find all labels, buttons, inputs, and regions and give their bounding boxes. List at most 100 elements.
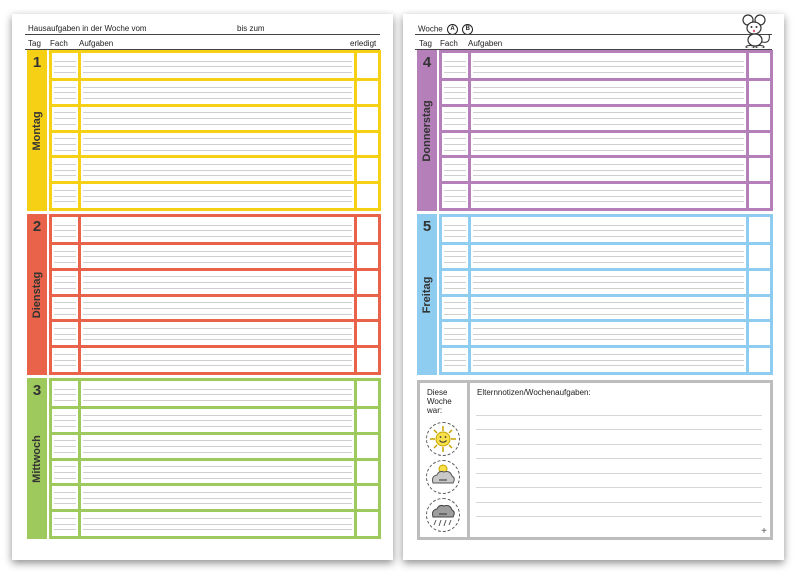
header-rule — [25, 34, 380, 35]
subject-cell[interactable] — [442, 271, 468, 294]
writing-line — [54, 169, 76, 171]
done-checkbox[interactable] — [749, 158, 770, 181]
task-cell[interactable] — [471, 271, 746, 294]
task-cell[interactable] — [471, 133, 746, 156]
done-checkbox[interactable] — [357, 461, 378, 484]
done-checkbox[interactable] — [749, 184, 770, 207]
done-checkbox[interactable] — [357, 81, 378, 104]
subject-cell[interactable] — [52, 81, 78, 104]
done-checkbox[interactable] — [749, 271, 770, 294]
done-checkbox[interactable] — [357, 322, 378, 345]
subject-cell[interactable] — [442, 184, 468, 207]
subject-cell[interactable] — [442, 219, 468, 242]
done-checkbox[interactable] — [357, 486, 378, 509]
task-cell[interactable] — [81, 435, 354, 458]
done-checkbox[interactable] — [357, 435, 378, 458]
subject-cell[interactable] — [52, 271, 78, 294]
done-checkbox[interactable] — [749, 297, 770, 320]
subject-cell[interactable] — [442, 81, 468, 104]
done-checkbox[interactable] — [749, 219, 770, 242]
task-cell[interactable] — [81, 348, 354, 371]
done-checkbox[interactable] — [357, 133, 378, 156]
done-checkbox[interactable] — [357, 383, 378, 406]
task-cell[interactable] — [81, 409, 354, 432]
task-cell[interactable] — [471, 219, 746, 242]
subject-cell[interactable] — [52, 322, 78, 345]
subject-cell[interactable] — [52, 158, 78, 181]
task-cell[interactable] — [81, 271, 354, 294]
done-checkbox[interactable] — [749, 245, 770, 268]
done-checkbox[interactable] — [749, 133, 770, 156]
subject-cell[interactable] — [52, 184, 78, 207]
task-cell[interactable] — [81, 486, 354, 509]
subject-cell[interactable] — [52, 133, 78, 156]
subject-cell[interactable] — [52, 383, 78, 406]
subject-cell[interactable] — [442, 107, 468, 130]
done-checkbox[interactable] — [749, 55, 770, 78]
mood-stormy-option[interactable] — [426, 498, 460, 532]
task-cell[interactable] — [81, 383, 354, 406]
column-day: Tag — [28, 39, 41, 48]
task-cell[interactable] — [471, 158, 746, 181]
done-checkbox[interactable] — [357, 348, 378, 371]
done-checkbox[interactable] — [357, 184, 378, 207]
task-cell[interactable] — [471, 297, 746, 320]
done-checkbox[interactable] — [749, 107, 770, 130]
subject-cell[interactable] — [52, 348, 78, 371]
subject-cell[interactable] — [52, 219, 78, 242]
done-checkbox[interactable] — [357, 512, 378, 535]
task-cell[interactable] — [81, 219, 354, 242]
subject-cell[interactable] — [442, 158, 468, 181]
task-cell[interactable] — [81, 297, 354, 320]
subject-cell[interactable] — [442, 55, 468, 78]
subject-cell[interactable] — [52, 245, 78, 268]
writing-line — [54, 175, 76, 177]
task-cell[interactable] — [81, 322, 354, 345]
task-cell[interactable] — [81, 55, 354, 78]
task-cell[interactable] — [81, 158, 354, 181]
done-checkbox[interactable] — [357, 271, 378, 294]
task-cell[interactable] — [471, 245, 746, 268]
task-cell[interactable] — [471, 55, 746, 78]
done-checkbox[interactable] — [357, 297, 378, 320]
subject-cell[interactable] — [52, 435, 78, 458]
task-cell[interactable] — [81, 133, 354, 156]
done-checkbox[interactable] — [749, 322, 770, 345]
parent-notes-area[interactable] — [476, 400, 762, 531]
subject-cell[interactable] — [442, 348, 468, 371]
task-cell[interactable] — [471, 107, 746, 130]
done-checkbox[interactable] — [357, 245, 378, 268]
subject-cell[interactable] — [52, 107, 78, 130]
task-cell[interactable] — [81, 107, 354, 130]
done-checkbox[interactable] — [749, 81, 770, 104]
task-cell[interactable] — [471, 81, 746, 104]
task-cell[interactable] — [81, 245, 354, 268]
subject-cell[interactable] — [52, 297, 78, 320]
task-cell[interactable] — [81, 81, 354, 104]
task-cell[interactable] — [81, 461, 354, 484]
writing-line — [83, 440, 352, 442]
subject-cell[interactable] — [442, 322, 468, 345]
task-cell[interactable] — [471, 348, 746, 371]
subject-cell[interactable] — [52, 55, 78, 78]
done-checkbox[interactable] — [357, 55, 378, 78]
subject-cell[interactable] — [442, 133, 468, 156]
done-checkbox[interactable] — [749, 348, 770, 371]
done-checkbox[interactable] — [357, 158, 378, 181]
subject-cell[interactable] — [52, 486, 78, 509]
task-cell[interactable] — [471, 184, 746, 207]
subject-cell[interactable] — [442, 245, 468, 268]
done-checkbox[interactable] — [357, 107, 378, 130]
done-checkbox[interactable] — [357, 409, 378, 432]
task-cell[interactable] — [81, 184, 354, 207]
subject-cell[interactable] — [442, 297, 468, 320]
mood-cloudy-option[interactable] — [426, 460, 460, 494]
subject-cell[interactable] — [52, 512, 78, 535]
subject-cell[interactable] — [52, 409, 78, 432]
mood-sunny-option[interactable] — [426, 422, 460, 456]
task-cell[interactable] — [471, 322, 746, 345]
done-checkbox[interactable] — [357, 219, 378, 242]
subject-cell[interactable] — [52, 461, 78, 484]
task-cell[interactable] — [81, 512, 354, 535]
writing-line — [83, 365, 352, 367]
